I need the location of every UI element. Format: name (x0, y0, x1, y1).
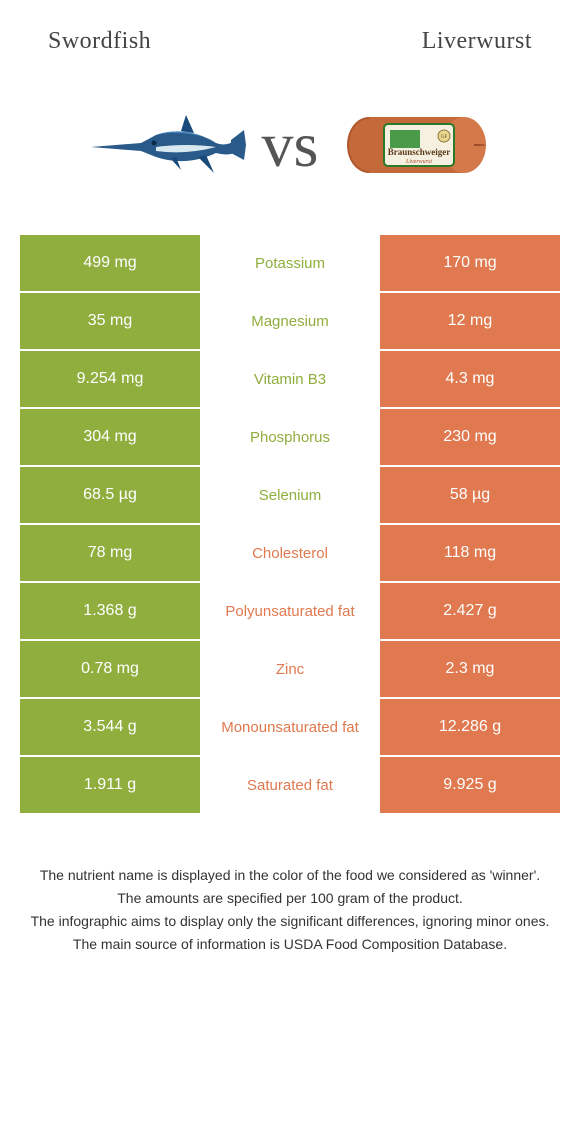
nutrient-row: 9.254 mgVitamin B34.3 mg (20, 351, 560, 407)
nutrient-row: 304 mgPhosphorus230 mg (20, 409, 560, 465)
value-b: 12 mg (380, 293, 560, 349)
food-a-title: Swordfish (48, 28, 151, 55)
nutrient-row: 3.544 gMonounsaturated fat12.286 g (20, 699, 560, 755)
nutrient-name: Selenium (200, 467, 380, 523)
nutrient-row: 0.78 mgZinc2.3 mg (20, 641, 560, 697)
nutrient-name: Phosphorus (200, 409, 380, 465)
nutrient-name: Cholesterol (200, 525, 380, 581)
vs-label: vs (256, 108, 325, 182)
food-b-image: Braunschweiger Liverwurst GF (334, 85, 494, 205)
value-b: 2.427 g (380, 583, 560, 639)
value-a: 68.5 µg (20, 467, 200, 523)
value-a: 9.254 mg (20, 351, 200, 407)
food-a-image (86, 85, 246, 205)
swordfish-icon (86, 95, 246, 195)
svg-text:GF: GF (441, 135, 448, 140)
value-a: 304 mg (20, 409, 200, 465)
value-b: 118 mg (380, 525, 560, 581)
value-b: 170 mg (380, 235, 560, 291)
value-a: 499 mg (20, 235, 200, 291)
value-b: 12.286 g (380, 699, 560, 755)
nutrient-row: 35 mgMagnesium12 mg (20, 293, 560, 349)
nutrient-table: 499 mgPotassium170 mg35 mgMagnesium12 mg… (0, 235, 580, 813)
nutrient-row: 68.5 µgSelenium58 µg (20, 467, 560, 523)
nutrient-row: 1.911 gSaturated fat9.925 g (20, 757, 560, 813)
value-b: 9.925 g (380, 757, 560, 813)
nutrient-name: Monounsaturated fat (200, 699, 380, 755)
liverwurst-icon: Braunschweiger Liverwurst GF (334, 100, 494, 190)
nutrient-row: 1.368 gPolyunsaturated fat2.427 g (20, 583, 560, 639)
header: Swordfish Liverwurst (0, 0, 580, 75)
svg-text:Liverwurst: Liverwurst (405, 159, 432, 165)
footnote-line: The amounts are specified per 100 gram o… (28, 888, 552, 909)
nutrient-row: 499 mgPotassium170 mg (20, 235, 560, 291)
footnote-line: The main source of information is USDA F… (28, 934, 552, 955)
value-a: 78 mg (20, 525, 200, 581)
nutrient-name: Vitamin B3 (200, 351, 380, 407)
footnote-line: The nutrient name is displayed in the co… (28, 865, 552, 886)
value-b: 4.3 mg (380, 351, 560, 407)
svg-text:Braunschweiger: Braunschweiger (388, 147, 451, 157)
nutrient-row: 78 mgCholesterol118 mg (20, 525, 560, 581)
value-a: 1.368 g (20, 583, 200, 639)
nutrient-name: Zinc (200, 641, 380, 697)
nutrient-name: Potassium (200, 235, 380, 291)
value-b: 2.3 mg (380, 641, 560, 697)
footnote-line: The infographic aims to display only the… (28, 911, 552, 932)
footnotes: The nutrient name is displayed in the co… (0, 815, 580, 997)
vs-row: vs Braunschweiger Liverwurst GF (0, 75, 580, 235)
value-a: 35 mg (20, 293, 200, 349)
nutrient-name: Polyunsaturated fat (200, 583, 380, 639)
value-b: 230 mg (380, 409, 560, 465)
food-b-title: Liverwurst (422, 28, 532, 55)
nutrient-name: Magnesium (200, 293, 380, 349)
value-b: 58 µg (380, 467, 560, 523)
nutrient-name: Saturated fat (200, 757, 380, 813)
value-a: 0.78 mg (20, 641, 200, 697)
value-a: 3.544 g (20, 699, 200, 755)
value-a: 1.911 g (20, 757, 200, 813)
